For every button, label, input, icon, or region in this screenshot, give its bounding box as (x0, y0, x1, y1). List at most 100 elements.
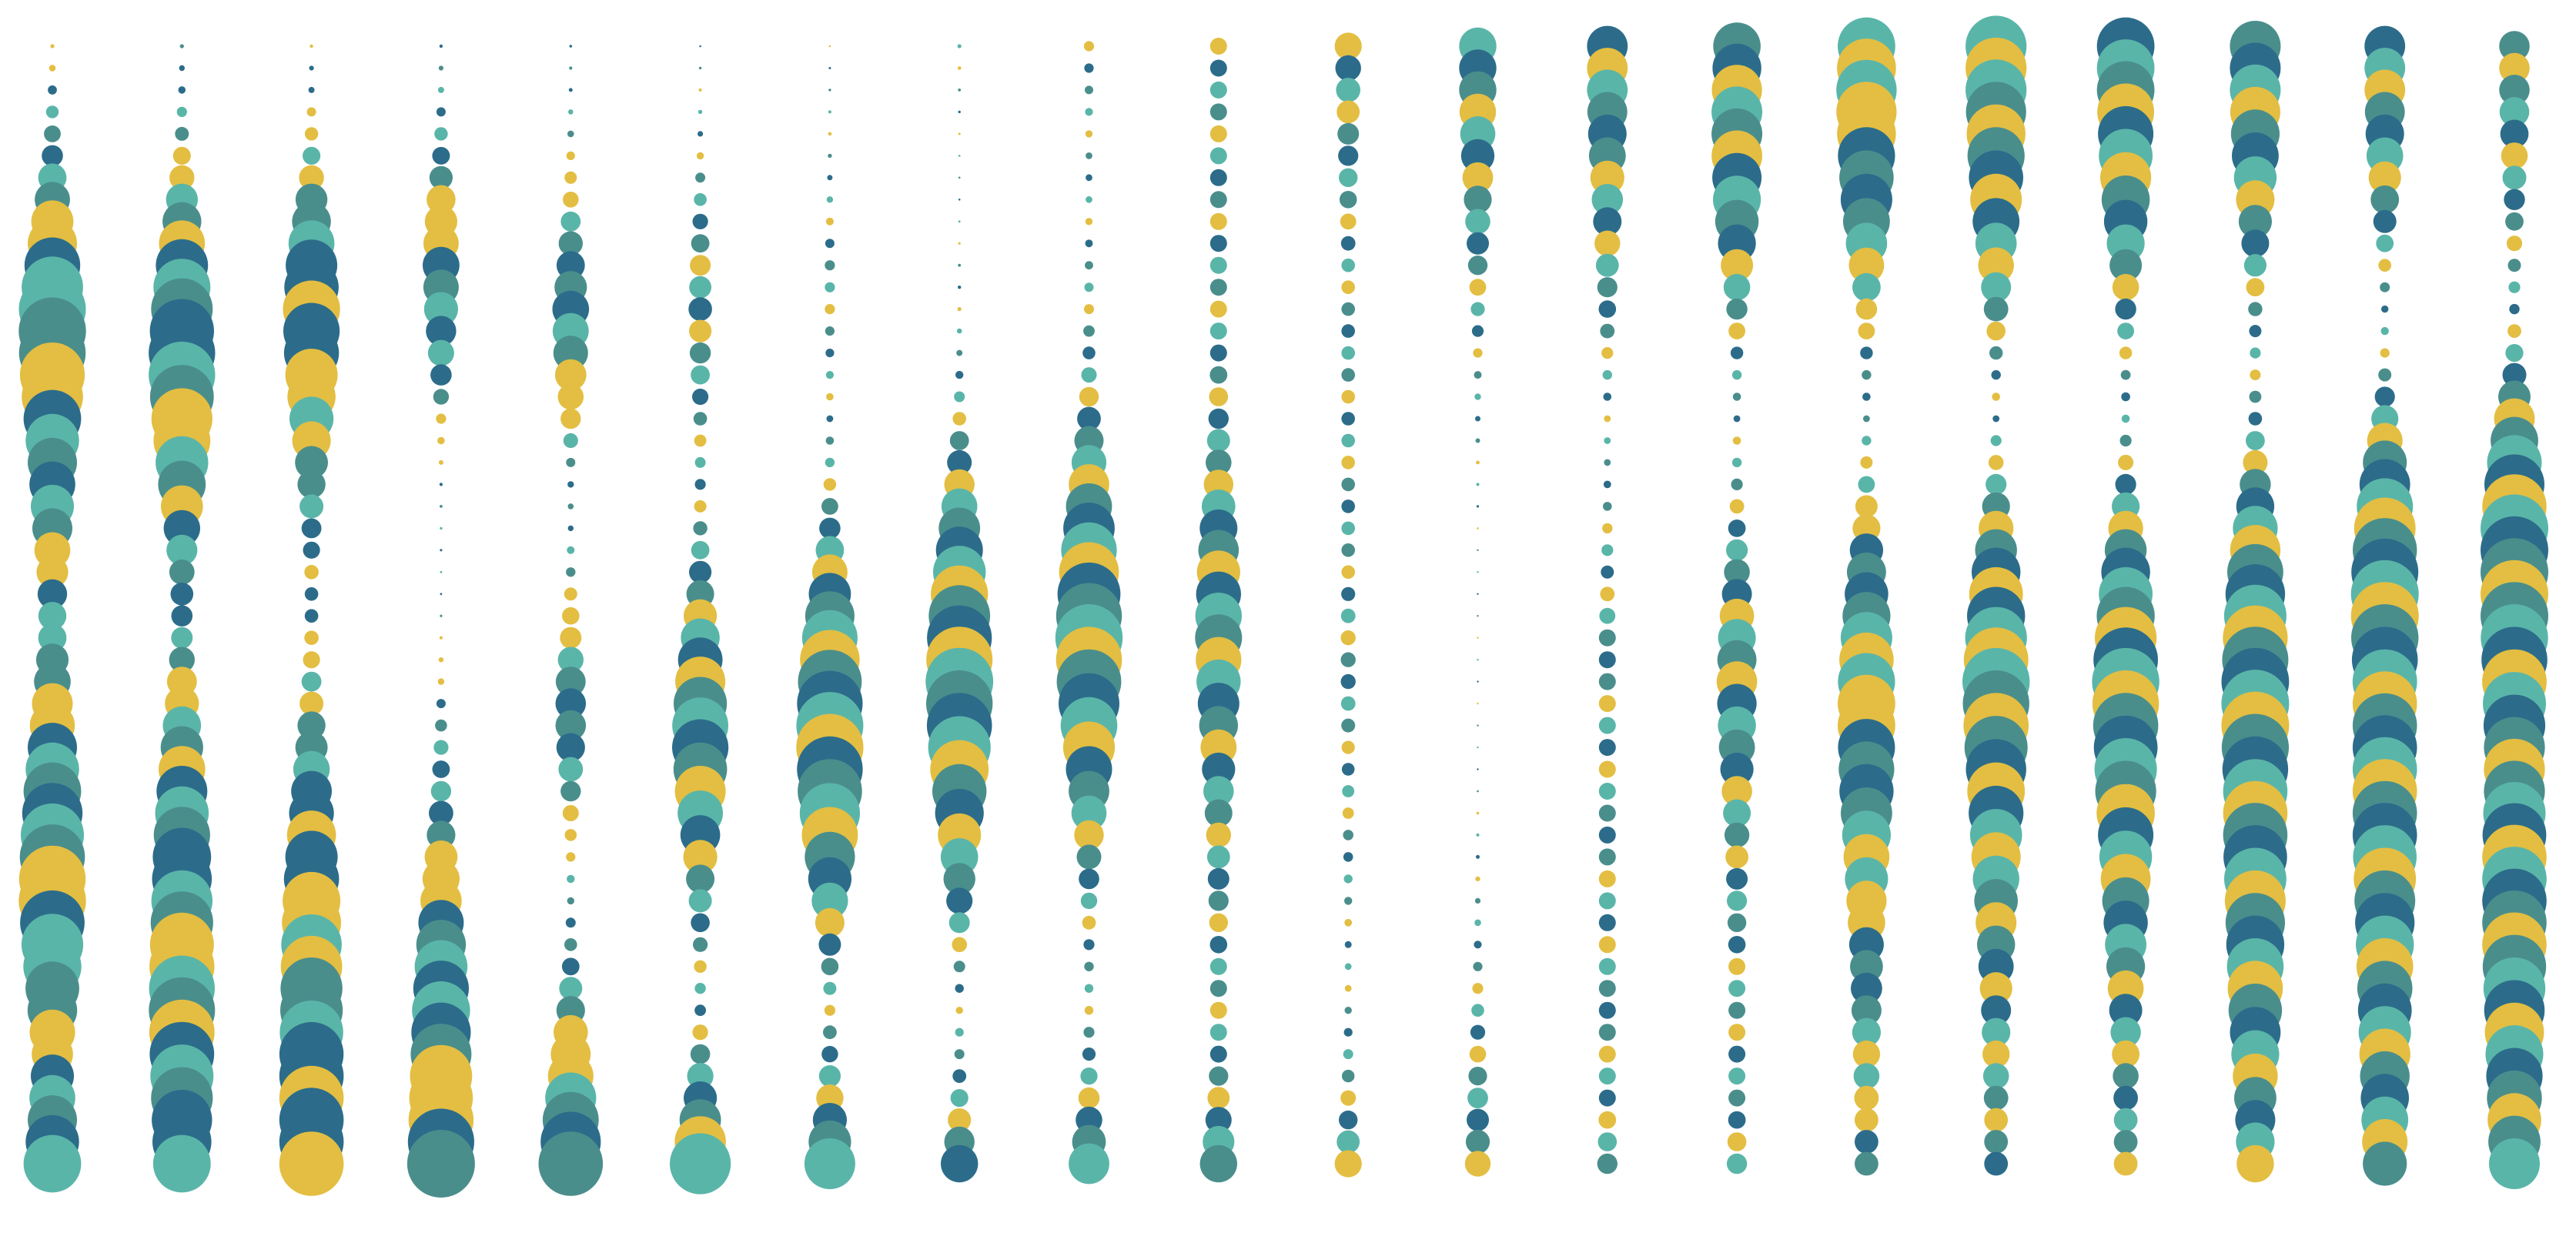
dot (1209, 1024, 1227, 1041)
dot (949, 431, 969, 450)
dot (555, 688, 587, 719)
dot (1852, 1040, 1881, 1068)
dot (1477, 768, 1479, 770)
dot (1598, 936, 1616, 954)
dot (1598, 980, 1616, 997)
dot (690, 255, 711, 276)
dot (2499, 97, 2530, 127)
dot (426, 316, 457, 346)
dot (1337, 100, 1360, 124)
dot (694, 960, 707, 974)
dot (1343, 1028, 1353, 1037)
dot (171, 605, 193, 627)
dot (1209, 387, 1229, 406)
dot (1208, 890, 1229, 911)
dot (828, 132, 832, 136)
dot (1732, 393, 1741, 401)
dot-column-2 (149, 44, 216, 1193)
dot (304, 127, 319, 141)
dot (1591, 183, 1624, 216)
dot (1728, 1045, 1746, 1063)
dot (2115, 473, 2136, 496)
dot (1086, 174, 1092, 182)
dot (956, 349, 963, 356)
dot (2508, 281, 2521, 293)
dot (826, 393, 834, 401)
dot (1077, 406, 1101, 431)
dot (556, 733, 585, 762)
dot (1598, 717, 1616, 734)
dot (1209, 1066, 1229, 1086)
dot (1983, 1085, 2009, 1111)
dot (825, 260, 835, 271)
dot (567, 525, 574, 532)
dot-column-9 (1055, 41, 1123, 1185)
dot (1342, 1069, 1355, 1083)
dot (427, 185, 456, 215)
dot (299, 691, 324, 716)
dot (1727, 1132, 1747, 1151)
dot (1339, 168, 1358, 187)
dot (306, 107, 316, 117)
dot (301, 671, 322, 692)
dot (1476, 833, 1480, 837)
dot (567, 481, 574, 488)
dot (957, 307, 962, 312)
dot (1209, 300, 1227, 318)
dot (1341, 302, 1355, 316)
dot (1344, 941, 1352, 948)
dot (1467, 1088, 1488, 1108)
dot (1598, 1111, 1617, 1129)
dot (1209, 212, 1227, 230)
dot (2243, 254, 2267, 277)
dot (1862, 436, 1872, 446)
dot (1337, 122, 1360, 145)
dot (1477, 571, 1479, 573)
dot (1341, 763, 1355, 776)
dot (693, 937, 708, 952)
dot (1341, 280, 1355, 295)
dot (23, 1134, 82, 1193)
dot (567, 874, 575, 884)
dot (1080, 892, 1098, 910)
dot (564, 171, 577, 184)
dot (433, 740, 449, 755)
dot (1341, 477, 1355, 492)
dot-column-11 (1334, 32, 1362, 1178)
dot (304, 630, 319, 645)
dot (1341, 324, 1355, 338)
dot (1341, 718, 1356, 733)
dot (2506, 236, 2523, 252)
dot (1721, 249, 1754, 282)
dot (1209, 103, 1227, 121)
dot (1199, 1144, 1238, 1183)
dot (1852, 1017, 1881, 1047)
dot (1990, 435, 2002, 446)
dot (1081, 367, 1097, 383)
dot (566, 852, 576, 862)
dot (1209, 957, 1227, 975)
dot (440, 526, 443, 530)
dot (1341, 543, 1355, 557)
dot (1988, 455, 2004, 470)
dot-column-3 (279, 44, 344, 1196)
dot (828, 67, 831, 69)
dot (1464, 185, 1492, 214)
dot-column-17 (2092, 17, 2159, 1176)
dot (1336, 78, 1360, 102)
dot (1209, 147, 1227, 165)
dot (1085, 130, 1093, 138)
dot (694, 983, 706, 994)
dot (432, 760, 450, 778)
dot (2236, 1144, 2274, 1183)
dot (1209, 169, 1227, 186)
dot (1855, 298, 1878, 320)
dot (683, 840, 718, 874)
dot (825, 457, 835, 468)
dot (1991, 369, 2001, 380)
dot-column-6 (670, 45, 731, 1195)
dot (2505, 344, 2524, 363)
dot (557, 383, 584, 410)
dot (439, 44, 443, 48)
dot (689, 560, 712, 583)
